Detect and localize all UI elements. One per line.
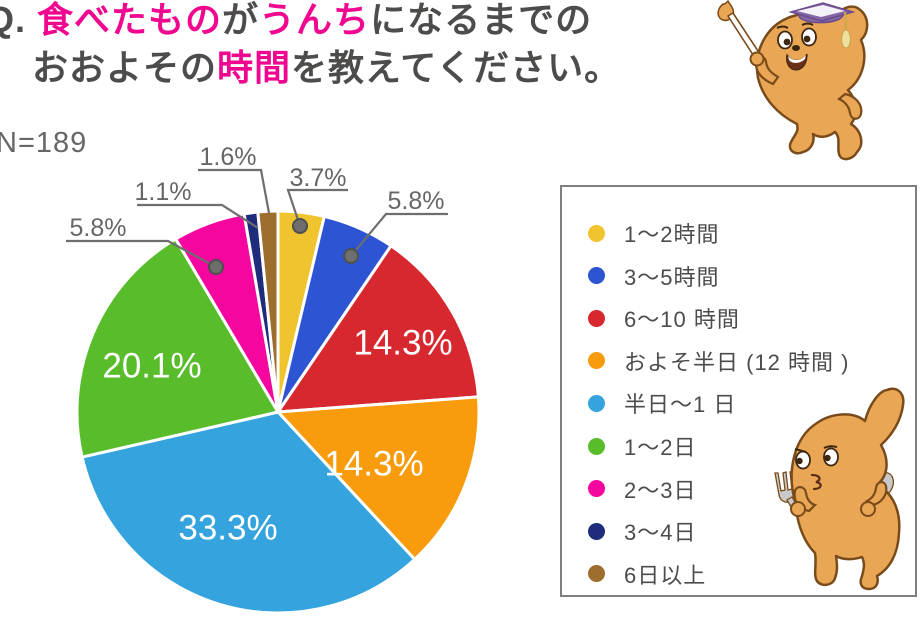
pie-slice-4 [80, 410, 417, 615]
mascot-eyebrow [823, 445, 838, 449]
leader-dot-1 [343, 248, 359, 264]
mascot-eyebrow [794, 448, 807, 453]
sample-size-label: N=189 [0, 127, 88, 159]
mascot-body [790, 387, 905, 591]
legend-dot-icon [588, 267, 605, 285]
question-title: Q. 食べたものがうんちになるまでの おおよその時間を教えてください。 [0, 0, 706, 92]
pie-callout-label-7: 1.1% [135, 178, 192, 206]
mascot-pupil [803, 35, 811, 43]
title-segment: Q. [0, 0, 27, 40]
leader-line-6 [66, 239, 217, 268]
graduation-cap-top-icon [797, 5, 845, 17]
legend-dot-icon [588, 437, 605, 455]
pie-inside-label-3: 14.3% [324, 444, 423, 483]
legend-item-label: 6～10 時間 [624, 307, 740, 333]
mascot-mouth [810, 473, 822, 491]
legend-item-label: 6日以上 [624, 562, 707, 588]
legend-dot-icon [588, 522, 605, 540]
mascot-nose [792, 45, 800, 51]
legend-item-label: 3～5時間 [624, 264, 720, 290]
mascot-pupil [783, 38, 791, 46]
legend-dot-icon [588, 224, 605, 242]
title-segment: 食べたもの [37, 0, 223, 40]
question-title-line-2: おおよその時間を教えてください。 [0, 44, 706, 92]
legend-dot-icon [588, 352, 605, 370]
title-segment: になるまでの [370, 0, 593, 40]
pie-inside-label-2: 14.3% [353, 323, 452, 362]
mascot-teeth [788, 55, 806, 63]
legend-dot-icon [588, 565, 605, 583]
mascot-arm [864, 481, 888, 507]
mascot-hand [860, 501, 876, 517]
legend-item-label: 半日～1 日 [624, 392, 737, 418]
mascot-eyebrow [801, 22, 814, 26]
pie-inside-label-5: 20.1% [102, 346, 201, 385]
legend-dot-icon [588, 309, 605, 327]
leader-dot-6 [208, 259, 224, 275]
teacher-mascot-icon [717, 0, 869, 161]
legend-item-label: およそ半日 (12 時間 ) [624, 349, 850, 375]
pie-inside-label-4: 33.3% [178, 508, 277, 547]
pie-chart: 14.3% 14.3% 33.3% 20.1% 3.7% 5.8% 5.8% 1.1% 1.6% [66, 143, 481, 615]
title-segment: が [222, 0, 260, 40]
legend-item-label: 2～3日 [624, 477, 697, 503]
title-segment: を教えてください。 [291, 47, 622, 88]
leader-line-7 [137, 203, 259, 229]
pie-callout-label-0: 3.7% [290, 164, 347, 192]
leader-dot-0 [292, 218, 308, 234]
title-segment: 時間 [217, 47, 292, 88]
pie-slice-3 [276, 395, 481, 561]
legend-dot-icon [588, 394, 605, 412]
leader-line-0 [286, 188, 348, 227]
question-title-line-1: Q. 食べたものがうんちになるまでの [0, 0, 706, 44]
mascot-eyebrow [776, 25, 789, 29]
pie-callout-label-6: 5.8% [70, 214, 127, 242]
pie-callout-label-8: 1.6% [200, 143, 257, 171]
pie-slice-5 [75, 237, 280, 459]
title-segment: おおよその [32, 47, 218, 88]
tassel-cord-icon [844, 11, 847, 32]
cutlery-mascot-icon [774, 387, 905, 591]
mascot-pupil [824, 454, 831, 462]
legend-item-label: 1～2時間 [624, 222, 720, 247]
legend-item-label: 3～4日 [624, 520, 697, 546]
legend-dot-icon [588, 480, 605, 498]
mascot-pupil [796, 457, 803, 465]
mascot-hand [790, 501, 806, 517]
mascot-eye [823, 447, 839, 467]
mascot-arm [836, 92, 863, 120]
title-segment: うんち [259, 0, 371, 40]
pie-callout-label-1: 5.8% [388, 187, 445, 215]
pie-slice-2 [276, 244, 480, 414]
mascot-hand [749, 51, 765, 67]
leader-line-1 [350, 212, 448, 257]
legend-item-label: 1～2日 [624, 435, 697, 460]
leader-line-8 [198, 168, 271, 214]
tassel-icon [840, 29, 852, 49]
